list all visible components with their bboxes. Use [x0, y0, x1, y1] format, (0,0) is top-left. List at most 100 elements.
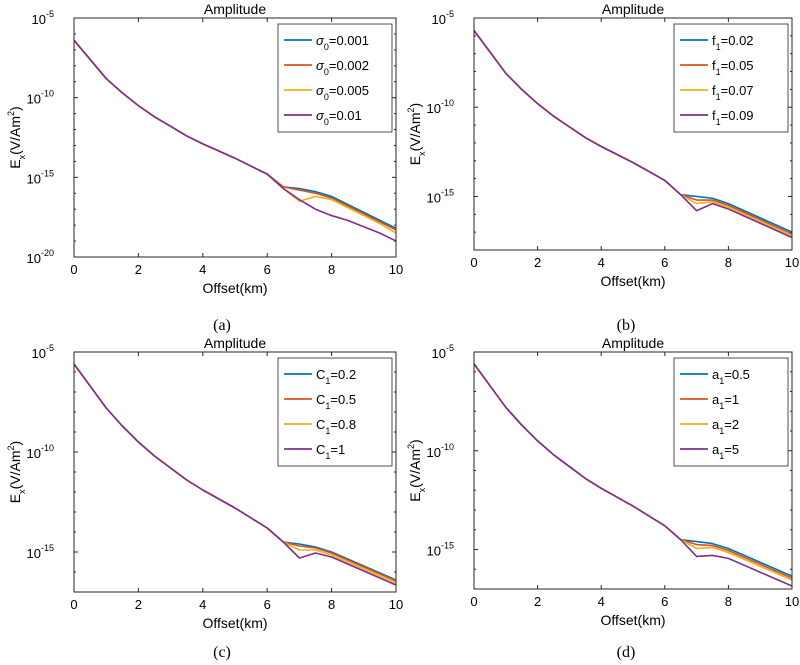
- legend-value: =0.8: [330, 417, 356, 432]
- x-tick-label: 8: [725, 255, 732, 270]
- legend-symbol: a: [712, 417, 720, 432]
- legend-symbol: f: [712, 33, 716, 48]
- legend-symbol: f: [712, 58, 716, 73]
- legend-subscript: 1: [716, 67, 721, 77]
- panel-caption: (d): [617, 644, 636, 661]
- legend-entry: a1=1: [712, 392, 739, 411]
- legend-symbol: a: [712, 392, 720, 407]
- legend-value: =1: [724, 392, 739, 407]
- legend-symbol: C: [316, 417, 325, 432]
- y-tick-label: 10-15: [427, 187, 454, 205]
- y-label-unit: (V/Am: [407, 112, 423, 151]
- y-tick-base: 10: [432, 346, 446, 361]
- legend-subscript: 1: [325, 451, 330, 461]
- legend-value: =0.07: [721, 83, 754, 98]
- legend-entry: C1=0.5: [316, 392, 356, 411]
- legend-subscript: 1: [716, 42, 721, 52]
- x-tick-label: 2: [534, 255, 541, 270]
- y-tick-exponent: -5: [446, 9, 454, 19]
- legend-entry: f1=0.02: [712, 33, 754, 52]
- y-label-base: E: [407, 156, 423, 165]
- legend-symbol: σ: [316, 83, 325, 98]
- legend-value: =0.5: [330, 392, 356, 407]
- chart-title: Amplitude: [602, 335, 664, 351]
- x-tick-label: 4: [598, 594, 605, 609]
- y-label-base: E: [7, 159, 23, 168]
- y-label-subscript: x: [17, 154, 27, 159]
- x-tick-label: 8: [725, 594, 732, 609]
- legend-symbol: a: [712, 442, 720, 457]
- x-tick-label: 4: [199, 597, 206, 612]
- y-axis-label: Ex(V/Am2): [6, 441, 27, 503]
- y-tick-exponent: -20: [41, 248, 54, 258]
- y-label-unit: (V/Am: [7, 450, 23, 489]
- x-tick-label: 2: [135, 262, 142, 277]
- y-tick-base: 10: [27, 92, 41, 107]
- y-tick-base: 10: [27, 446, 41, 461]
- x-tick-label: 6: [264, 262, 271, 277]
- y-tick-label: 10-10: [427, 98, 454, 116]
- y-tick-label: 10-10: [427, 442, 454, 460]
- y-tick-base: 10: [27, 171, 41, 186]
- legend-value: =0.5: [724, 367, 750, 382]
- x-tick-label: 2: [135, 597, 142, 612]
- legend-symbol: a: [712, 367, 720, 382]
- legend-value: =0.001: [329, 33, 369, 48]
- y-label-base: E: [7, 494, 23, 503]
- y-label-unit-close: ): [407, 439, 423, 444]
- y-tick-exponent: -10: [441, 98, 454, 108]
- legend-symbol: σ: [316, 58, 325, 73]
- y-label-unit-sup: 2: [6, 445, 16, 450]
- panel-caption: (a): [213, 317, 231, 334]
- legend-box: [277, 357, 393, 467]
- y-tick-exponent: -15: [41, 168, 54, 178]
- y-tick-base: 10: [427, 101, 441, 116]
- y-tick-base: 10: [427, 190, 441, 205]
- y-label-subscript: x: [17, 489, 27, 494]
- legend-value: =5: [724, 442, 739, 457]
- y-tick-base: 10: [32, 12, 46, 27]
- panel-caption: (b): [617, 317, 636, 334]
- y-tick-label: 10-15: [27, 168, 54, 186]
- x-tick-label: 10: [389, 597, 403, 612]
- y-label-subscript: x: [417, 487, 427, 492]
- y-label-unit-sup: 2: [406, 444, 416, 449]
- legend-entry: C1=0.8: [316, 417, 356, 436]
- legend-box: [673, 357, 789, 467]
- series-line-4: [74, 39, 396, 242]
- legend-symbol: f: [712, 108, 716, 123]
- y-tick-exponent: -15: [41, 543, 54, 553]
- y-tick-base: 10: [32, 346, 46, 361]
- y-tick-label: 10-15: [27, 543, 54, 561]
- legend-symbol: σ: [316, 33, 325, 48]
- y-tick-base: 10: [427, 445, 441, 460]
- x-tick-label: 6: [264, 597, 271, 612]
- legend-subscript: 1: [716, 117, 721, 127]
- x-tick-label: 10: [389, 262, 403, 277]
- legend-entry: σ0=0.01: [316, 108, 362, 127]
- legend-subscript: 1: [325, 426, 330, 436]
- y-label-unit-sup: 2: [406, 107, 416, 112]
- y-tick-label: 10-10: [27, 443, 54, 461]
- legend-subscript: 1: [719, 451, 724, 461]
- x-tick-label: 2: [534, 594, 541, 609]
- legend-value: =0.05: [721, 58, 754, 73]
- legend-entry: σ0=0.001: [316, 33, 369, 52]
- legend-value: =0.09: [721, 108, 754, 123]
- legend-box: [673, 23, 789, 133]
- legend-symbol: C: [316, 367, 325, 382]
- legend-subscript: 1: [325, 376, 330, 386]
- series-line-4: [74, 363, 396, 586]
- legend-value: =1: [330, 442, 345, 457]
- y-tick-base: 10: [432, 12, 446, 27]
- legend-symbol: σ: [316, 108, 325, 123]
- legend-subscript: 0: [324, 117, 329, 127]
- legend-entry: f1=0.07: [712, 83, 754, 102]
- chart-title: Amplitude: [204, 335, 266, 351]
- legend-value: =2: [724, 417, 739, 432]
- x-axis-label: Offset(km): [600, 612, 665, 628]
- x-tick-label: 10: [785, 594, 799, 609]
- legend-entry: a1=0.5: [712, 367, 750, 386]
